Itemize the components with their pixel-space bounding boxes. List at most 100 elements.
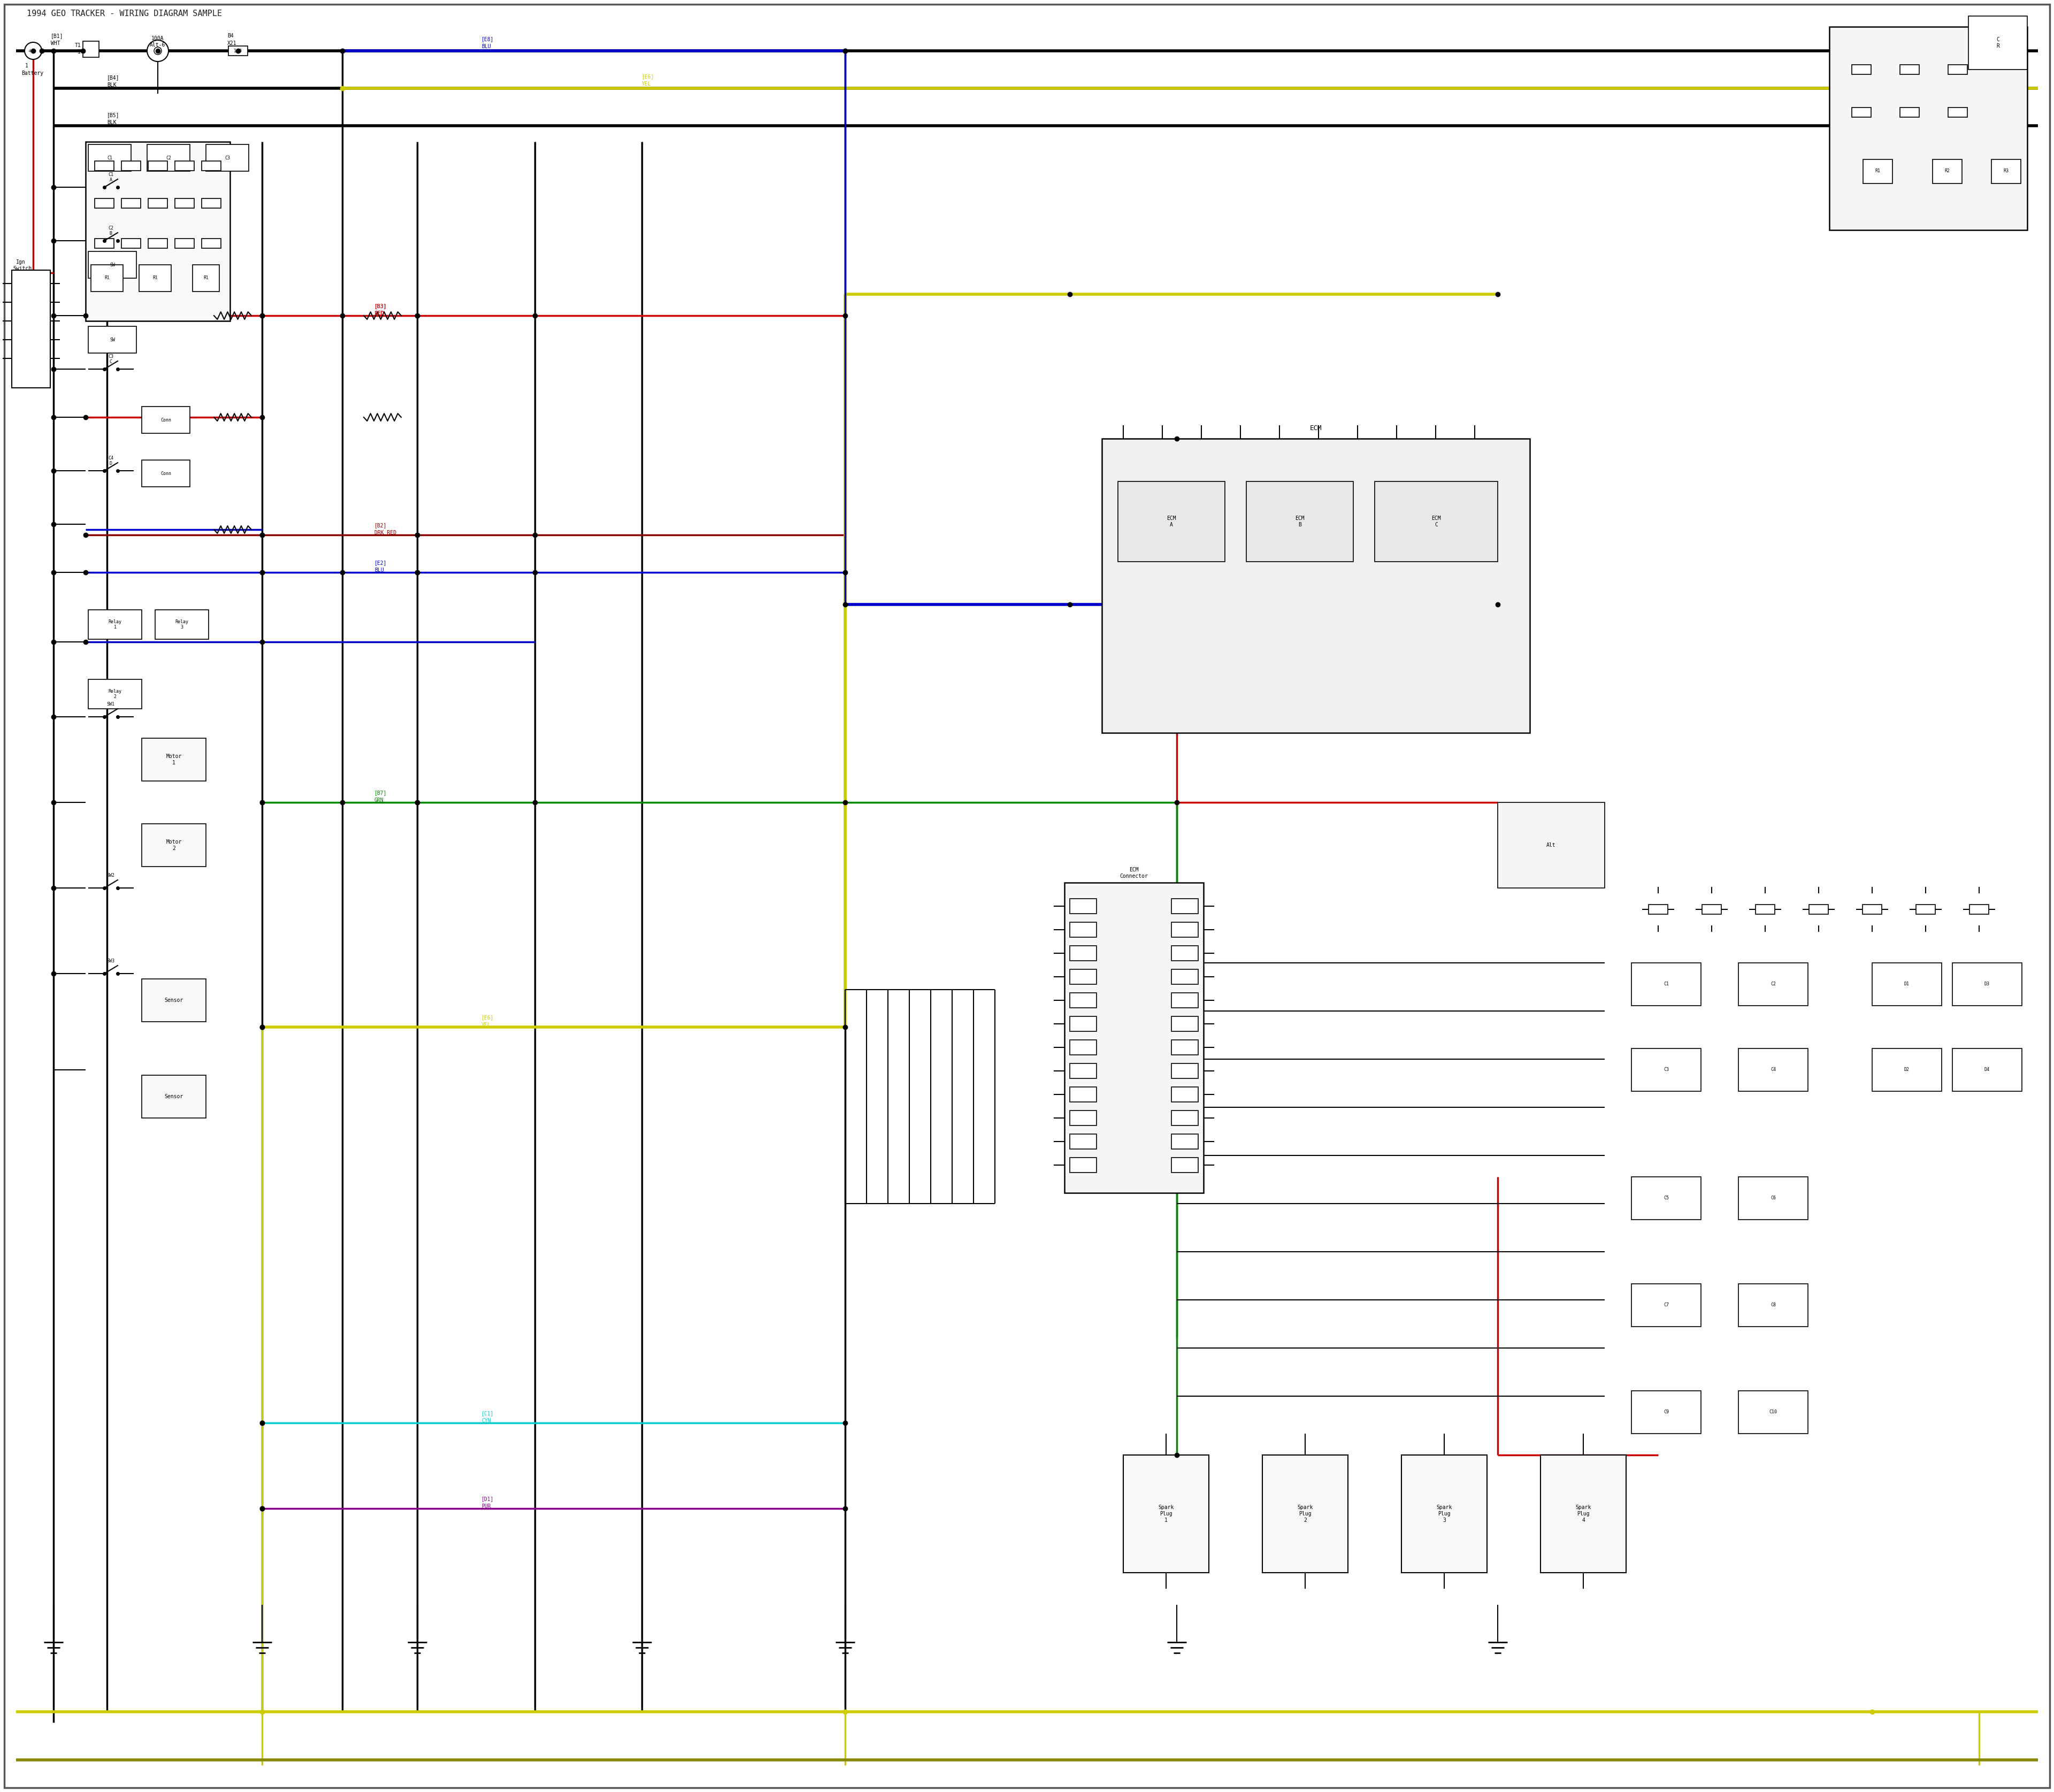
Bar: [1070, 1063, 1097, 1079]
Bar: [1070, 1088, 1097, 1102]
Bar: [1124, 1455, 1210, 1573]
Text: C3: C3: [1664, 1068, 1668, 1072]
Bar: [1171, 1016, 1197, 1032]
Text: C4
D: C4 D: [109, 455, 113, 466]
Bar: [1953, 962, 2021, 1005]
Bar: [88, 609, 142, 640]
Text: [C1]: [C1]: [481, 1410, 493, 1416]
Text: [E6]: [E6]: [641, 73, 655, 79]
Text: D4: D4: [1984, 1068, 1990, 1072]
Bar: [148, 199, 168, 208]
Bar: [88, 251, 136, 278]
Bar: [175, 161, 195, 170]
Text: [B7]: [B7]: [374, 790, 386, 796]
Bar: [1853, 65, 1871, 73]
Bar: [1171, 1088, 1197, 1102]
Text: GRN: GRN: [374, 797, 384, 803]
Text: BLK: BLK: [107, 82, 117, 88]
Text: RED: RED: [374, 310, 384, 315]
Bar: [205, 145, 249, 172]
Text: D2: D2: [1904, 1068, 1910, 1072]
Bar: [1631, 1391, 1701, 1434]
Bar: [1171, 1039, 1197, 1055]
Bar: [1070, 993, 1097, 1007]
Text: Rl: Rl: [152, 276, 158, 281]
Text: C10: C10: [1768, 1410, 1777, 1414]
Bar: [1070, 1158, 1097, 1172]
Circle shape: [154, 47, 162, 54]
Bar: [1263, 1455, 1347, 1573]
Bar: [175, 199, 195, 208]
Bar: [1853, 108, 1871, 116]
Bar: [1863, 905, 1881, 914]
Text: R1: R1: [1875, 168, 1879, 174]
Bar: [1863, 159, 1892, 183]
Bar: [148, 161, 168, 170]
Text: [B1]: [B1]: [51, 34, 64, 38]
Bar: [1830, 27, 2027, 229]
Text: C2: C2: [166, 156, 170, 159]
Text: Motor
2: Motor 2: [166, 839, 181, 851]
Text: C4: C4: [1771, 1068, 1777, 1072]
Bar: [88, 679, 142, 710]
Text: R3: R3: [2003, 168, 2009, 174]
Text: Motor
1: Motor 1: [166, 754, 181, 765]
Text: C8: C8: [1771, 1303, 1777, 1308]
Text: YEL: YEL: [481, 1021, 491, 1027]
Bar: [148, 238, 168, 249]
Text: C5: C5: [1664, 1195, 1668, 1201]
Bar: [1947, 108, 1968, 116]
Text: C1: C1: [1664, 982, 1668, 987]
Bar: [142, 407, 189, 434]
Bar: [142, 824, 205, 867]
Bar: [1871, 962, 1941, 1005]
Bar: [1947, 65, 1968, 73]
Text: D3: D3: [1984, 982, 1990, 987]
Text: [B3]: [B3]: [374, 303, 386, 308]
Bar: [86, 142, 230, 321]
Bar: [1117, 482, 1224, 561]
Bar: [1171, 898, 1197, 914]
Text: Relay
2: Relay 2: [109, 688, 121, 699]
Bar: [1900, 108, 1918, 116]
Text: ECM: ECM: [1310, 425, 1323, 432]
Bar: [1401, 1455, 1487, 1573]
Bar: [88, 145, 131, 172]
Bar: [1171, 1158, 1197, 1172]
Bar: [201, 161, 222, 170]
Bar: [1738, 1283, 1808, 1326]
Bar: [121, 161, 140, 170]
Bar: [1953, 1048, 2021, 1091]
Circle shape: [148, 39, 168, 61]
Text: B4: B4: [228, 34, 234, 38]
Text: 1: 1: [78, 48, 80, 54]
Text: C1
A: C1 A: [109, 172, 113, 183]
Text: [E2]: [E2]: [374, 561, 386, 566]
Text: Ign: Ign: [16, 260, 25, 265]
Text: PUR: PUR: [481, 1503, 491, 1509]
Bar: [90, 265, 123, 292]
Text: C9: C9: [1664, 1410, 1668, 1414]
Text: Sensor: Sensor: [164, 998, 183, 1004]
Bar: [140, 265, 170, 292]
Bar: [1171, 1111, 1197, 1125]
Text: C7: C7: [1664, 1303, 1668, 1308]
Text: D1: D1: [1904, 982, 1910, 987]
Text: Battery: Battery: [21, 70, 43, 75]
Bar: [1900, 65, 1918, 73]
Text: Relay
1: Relay 1: [109, 620, 121, 629]
Bar: [201, 238, 222, 249]
Text: [D1]: [D1]: [481, 1496, 493, 1502]
Text: T1: T1: [74, 43, 82, 48]
Bar: [121, 199, 140, 208]
Text: C2: C2: [1771, 982, 1777, 987]
Text: Rl: Rl: [105, 276, 109, 281]
Text: X21: X21: [228, 41, 236, 47]
Text: SW: SW: [109, 337, 115, 342]
Text: [B4]: [B4]: [107, 75, 119, 81]
Text: BLK: BLK: [107, 120, 117, 125]
Bar: [94, 238, 113, 249]
Bar: [142, 461, 189, 487]
Bar: [1810, 905, 1828, 914]
Bar: [1070, 1039, 1097, 1055]
